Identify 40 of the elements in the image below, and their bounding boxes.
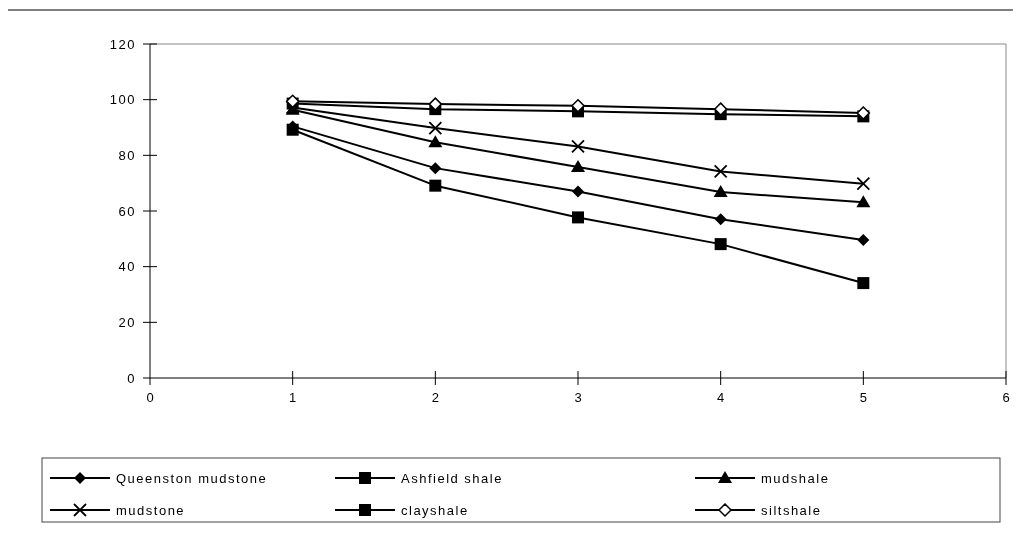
point <box>714 213 727 226</box>
point <box>428 121 443 135</box>
legend-label: Queenston mudstone <box>116 470 268 486</box>
point <box>428 135 443 148</box>
point <box>429 179 442 192</box>
point <box>714 238 727 251</box>
point <box>856 106 871 120</box>
legend-label: Ashfield shale <box>401 470 503 486</box>
y-tick-label: 40 <box>118 259 136 275</box>
point <box>572 185 584 198</box>
y-tick-label: 80 <box>118 147 136 163</box>
legend-label: clayshale <box>401 502 469 518</box>
y-tick-label: 60 <box>118 203 136 219</box>
y-tick-label: 120 <box>109 36 136 52</box>
point <box>713 185 728 198</box>
point <box>429 162 442 175</box>
point <box>856 176 871 191</box>
legend-label: mudstone <box>116 502 186 518</box>
y-tick-label: 100 <box>109 92 136 108</box>
point <box>857 277 870 290</box>
point <box>713 102 728 116</box>
x-tick-label: 6 <box>1002 390 1010 405</box>
y-tick-label: 0 <box>127 370 136 386</box>
point <box>571 160 585 173</box>
point <box>571 99 585 113</box>
x-tick-label: 5 <box>859 390 867 405</box>
point <box>857 233 870 246</box>
x-tick-label: 0 <box>146 390 154 405</box>
y-tick-label: 20 <box>118 314 136 330</box>
x-tick-label: 3 <box>574 390 582 405</box>
x-tick-label: 4 <box>717 390 725 405</box>
legend-label: siltshale <box>761 502 822 518</box>
point <box>428 97 443 111</box>
point <box>856 195 871 208</box>
x-tick-label: 2 <box>431 390 439 405</box>
legend-label: mudshale <box>761 470 830 486</box>
point <box>713 164 728 179</box>
point <box>572 211 584 224</box>
point <box>571 139 585 154</box>
x-tick-label: 1 <box>289 390 297 405</box>
